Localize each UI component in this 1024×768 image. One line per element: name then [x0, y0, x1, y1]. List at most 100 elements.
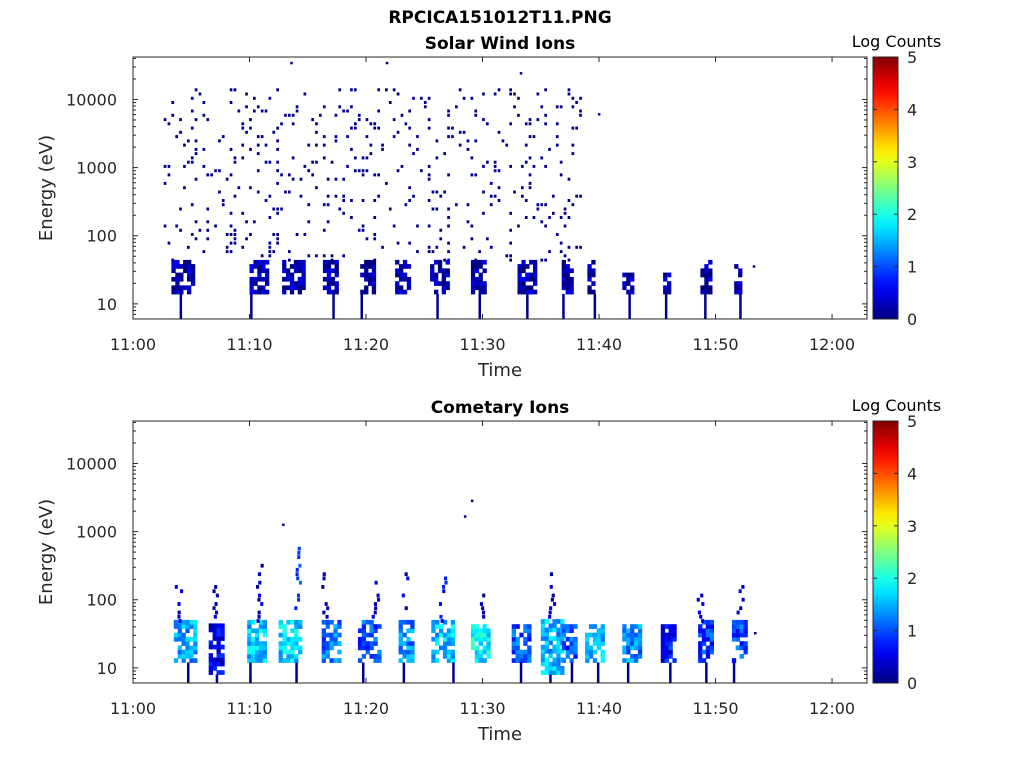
band-cell	[326, 272, 332, 278]
band-cell	[708, 285, 713, 291]
sparse-count-cell	[579, 113, 582, 117]
band-cell	[371, 281, 377, 286]
band-cell	[573, 641, 578, 646]
band-cell	[177, 649, 182, 655]
band-cell	[486, 628, 491, 634]
sparse-count-cell	[470, 224, 474, 228]
sparse-count-cell	[218, 190, 221, 194]
band-cell	[544, 636, 549, 641]
plume-cell	[295, 572, 299, 577]
band-cell	[544, 640, 549, 646]
band-cell	[739, 624, 744, 629]
band-cell	[326, 289, 332, 295]
sparse-count-cell	[245, 92, 248, 96]
band-cell	[369, 645, 374, 651]
plume	[212, 585, 219, 619]
band-cell	[395, 285, 400, 291]
band-cell	[708, 289, 713, 295]
band-cell	[588, 649, 594, 655]
band-cell	[523, 628, 528, 634]
band-segment	[734, 264, 743, 319]
band-cell	[561, 658, 566, 663]
band-cell	[474, 645, 480, 651]
sparse-count-cell	[249, 233, 252, 236]
panel-title: Solar Wind Ions	[425, 34, 576, 54]
sparse-count-cell	[462, 130, 466, 134]
band-cell	[193, 636, 198, 642]
low-energy-streak	[570, 662, 574, 683]
sparse-count-cell	[388, 207, 392, 211]
sparse-count-cell	[342, 199, 345, 202]
band-cell	[373, 628, 378, 634]
colorbar-tick-label: 3	[907, 153, 917, 172]
band-cell	[278, 619, 283, 625]
sparse-count-cell	[447, 135, 450, 139]
band-cell	[565, 289, 570, 295]
sparse-count-cell	[350, 88, 353, 92]
sparse-count-cell	[443, 152, 446, 156]
band-cell	[470, 645, 476, 651]
band-cell	[668, 628, 673, 634]
band-cell	[247, 641, 252, 646]
band-cell	[253, 264, 258, 269]
band-cell	[626, 658, 631, 663]
low-energy-streak	[215, 674, 219, 683]
sparse-count-cell	[311, 118, 314, 122]
band-cell	[286, 268, 291, 274]
band-cell	[470, 289, 476, 295]
sparse-count-cell	[470, 156, 474, 160]
band-cell	[709, 632, 714, 638]
band-cell	[622, 624, 627, 629]
band-cell	[187, 289, 192, 295]
band-cell	[561, 272, 566, 278]
band-cell	[622, 285, 627, 291]
band-segment	[360, 259, 377, 319]
sparse-count-cell	[187, 139, 190, 143]
band-cell	[360, 264, 365, 269]
band-cell	[247, 649, 252, 655]
sparse-count-cell	[482, 118, 485, 122]
sparse-count-cell	[373, 199, 377, 202]
band-cell	[220, 631, 225, 637]
band-cell	[705, 624, 711, 629]
band-cell	[185, 645, 190, 651]
band-cell	[249, 281, 254, 286]
band-cell	[698, 645, 703, 651]
sparse-count-cell	[295, 233, 299, 236]
sparse-count-cell	[427, 224, 431, 228]
band-cell	[556, 644, 561, 650]
sparse-count-cell	[474, 173, 478, 177]
sparse-count-cell	[190, 156, 194, 160]
band-cell	[179, 289, 184, 295]
sparse-count-cell	[288, 250, 291, 254]
band-cell	[330, 289, 335, 295]
band-cell	[569, 624, 574, 629]
sparse-count-cell	[233, 194, 237, 198]
sparse-count-cell	[559, 105, 563, 109]
band-cell	[289, 285, 295, 291]
band-cell	[561, 641, 566, 646]
sparse-count-cell	[256, 152, 260, 156]
sparse-count-cell	[241, 143, 245, 147]
band-cell	[600, 624, 605, 629]
band-cell	[321, 641, 326, 646]
sparse-count-cell	[315, 160, 318, 164]
sparse-count-cell	[509, 211, 512, 215]
sparse-count-cell	[536, 118, 540, 122]
sparse-count-cell	[493, 160, 497, 164]
plume	[548, 572, 557, 619]
band-cell	[435, 619, 440, 625]
band-cell	[565, 285, 570, 291]
band-cell	[171, 264, 176, 269]
band-segment	[561, 259, 574, 319]
sparse-count-cell	[225, 245, 229, 249]
band-cell	[247, 654, 252, 659]
band-cell	[637, 641, 643, 646]
band-cell	[330, 276, 335, 282]
plume-cell	[213, 614, 217, 619]
sparse-count-cell	[392, 118, 396, 122]
sparse-count-cell	[202, 164, 206, 168]
band-cell	[357, 628, 363, 634]
sparse-count-cell	[357, 113, 361, 117]
sparse-count-cell	[187, 245, 190, 249]
